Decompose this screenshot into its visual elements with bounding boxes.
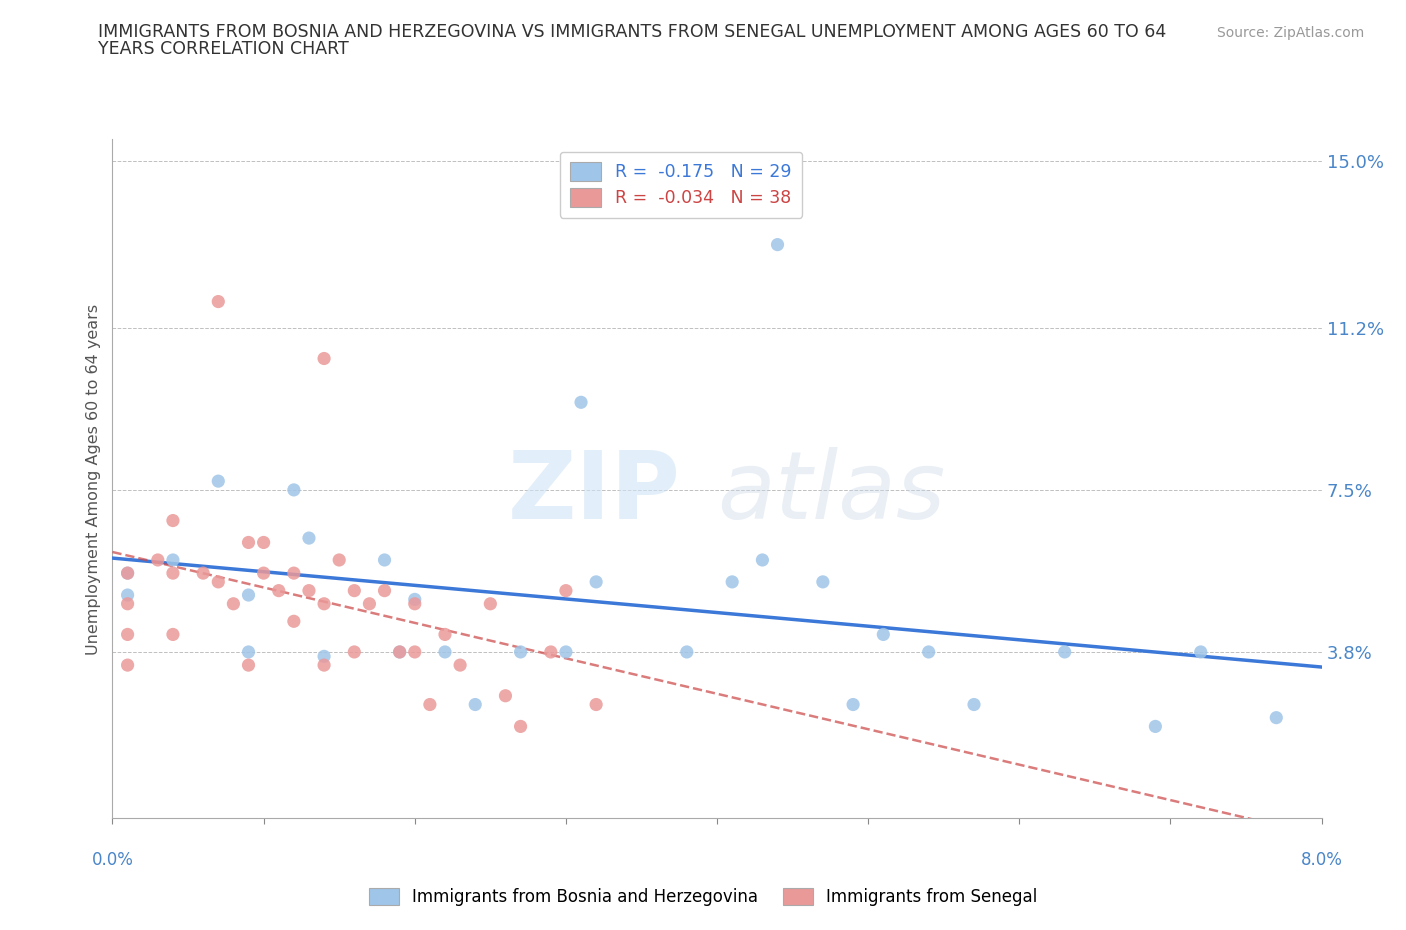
- Text: YEARS CORRELATION CHART: YEARS CORRELATION CHART: [98, 40, 349, 58]
- Point: [404, 596, 426, 611]
- Point: [585, 575, 607, 590]
- Point: [117, 588, 139, 603]
- Point: [554, 583, 576, 598]
- Point: [283, 565, 305, 580]
- Point: [433, 644, 456, 659]
- Point: [917, 644, 939, 659]
- Text: Source: ZipAtlas.com: Source: ZipAtlas.com: [1216, 26, 1364, 40]
- Point: [238, 644, 260, 659]
- Point: [479, 596, 502, 611]
- Point: [509, 644, 531, 659]
- Point: [238, 588, 260, 603]
- Point: [495, 688, 517, 703]
- Point: [117, 565, 139, 580]
- Point: [1265, 711, 1288, 725]
- Point: [388, 644, 411, 659]
- Point: [404, 644, 426, 659]
- Point: [585, 698, 607, 712]
- Point: [569, 395, 592, 410]
- Point: [343, 644, 366, 659]
- Point: [675, 644, 697, 659]
- Point: [238, 535, 260, 550]
- Point: [343, 583, 366, 598]
- Point: [842, 698, 865, 712]
- Point: [328, 552, 350, 567]
- Point: [1144, 719, 1167, 734]
- Y-axis label: Unemployment Among Ages 60 to 64 years: Unemployment Among Ages 60 to 64 years: [86, 303, 101, 655]
- Point: [207, 575, 229, 590]
- Point: [419, 698, 441, 712]
- Legend: Immigrants from Bosnia and Herzegovina, Immigrants from Senegal: Immigrants from Bosnia and Herzegovina, …: [361, 881, 1045, 912]
- Point: [433, 627, 456, 642]
- Point: [162, 513, 184, 528]
- Point: [117, 627, 139, 642]
- Point: [146, 552, 169, 567]
- Point: [373, 583, 396, 598]
- Point: [554, 644, 576, 659]
- Point: [162, 565, 184, 580]
- Point: [253, 535, 276, 550]
- Point: [283, 483, 305, 498]
- Point: [1053, 644, 1076, 659]
- Point: [751, 552, 773, 567]
- Point: [238, 658, 260, 672]
- Text: atlas: atlas: [717, 447, 945, 538]
- Point: [811, 575, 834, 590]
- Point: [191, 565, 215, 580]
- Point: [1189, 644, 1212, 659]
- Point: [359, 596, 381, 611]
- Text: ZIP: ZIP: [508, 446, 681, 538]
- Point: [298, 531, 321, 546]
- Point: [721, 575, 744, 590]
- Point: [207, 294, 229, 309]
- Point: [222, 596, 245, 611]
- Point: [373, 552, 396, 567]
- Point: [162, 627, 184, 642]
- Text: 0.0%: 0.0%: [91, 851, 134, 869]
- Point: [404, 592, 426, 607]
- Point: [117, 565, 139, 580]
- Text: IMMIGRANTS FROM BOSNIA AND HERZEGOVINA VS IMMIGRANTS FROM SENEGAL UNEMPLOYMENT A: IMMIGRANTS FROM BOSNIA AND HERZEGOVINA V…: [98, 23, 1167, 41]
- Point: [267, 583, 290, 598]
- Point: [540, 644, 562, 659]
- Point: [117, 596, 139, 611]
- Point: [253, 565, 276, 580]
- Point: [766, 237, 789, 252]
- Point: [207, 473, 229, 488]
- Point: [464, 698, 486, 712]
- Point: [509, 719, 531, 734]
- Point: [388, 644, 411, 659]
- Legend: R =  -0.175   N = 29, R =  -0.034   N = 38: R = -0.175 N = 29, R = -0.034 N = 38: [560, 152, 801, 218]
- Point: [872, 627, 894, 642]
- Point: [298, 583, 321, 598]
- Point: [312, 596, 335, 611]
- Point: [312, 351, 335, 365]
- Point: [283, 614, 305, 629]
- Text: 8.0%: 8.0%: [1301, 851, 1343, 869]
- Point: [162, 552, 184, 567]
- Point: [312, 649, 335, 664]
- Point: [449, 658, 471, 672]
- Point: [312, 658, 335, 672]
- Point: [117, 658, 139, 672]
- Point: [963, 698, 986, 712]
